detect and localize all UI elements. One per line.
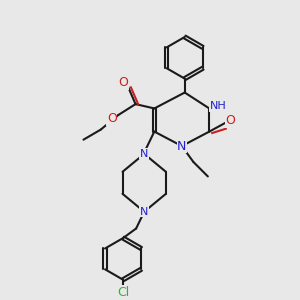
Text: Cl: Cl: [117, 286, 129, 299]
Text: N: N: [177, 140, 187, 153]
Text: N: N: [140, 207, 148, 217]
Text: N: N: [140, 149, 148, 159]
Text: NH: NH: [210, 101, 226, 111]
Text: O: O: [118, 76, 128, 89]
Text: O: O: [107, 112, 117, 125]
Text: O: O: [226, 114, 236, 127]
